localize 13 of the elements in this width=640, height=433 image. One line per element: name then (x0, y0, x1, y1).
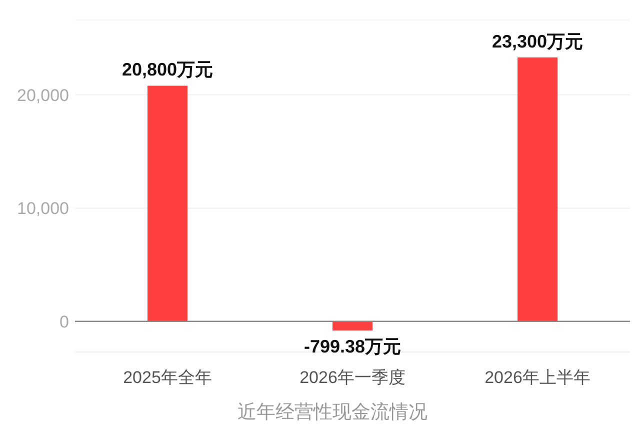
x-tick-label: 2026年上半年 (484, 368, 590, 387)
y-tick-label: 20,000 (17, 86, 69, 105)
x-tick-label: 2026年一季度 (300, 368, 406, 387)
bar (148, 86, 188, 322)
y-tick-label: 10,000 (17, 199, 69, 218)
x-tick-label: 2025年全年 (123, 368, 212, 387)
data-label: -799.38万元 (304, 336, 402, 356)
y-tick-label: 0 (60, 312, 69, 332)
text: 近年经营性现金流情况 (238, 401, 428, 423)
bar (518, 57, 558, 322)
bar (332, 321, 372, 330)
data-label: 20,800万元 (122, 60, 214, 80)
data-label: 23,300万元 (492, 31, 584, 52)
